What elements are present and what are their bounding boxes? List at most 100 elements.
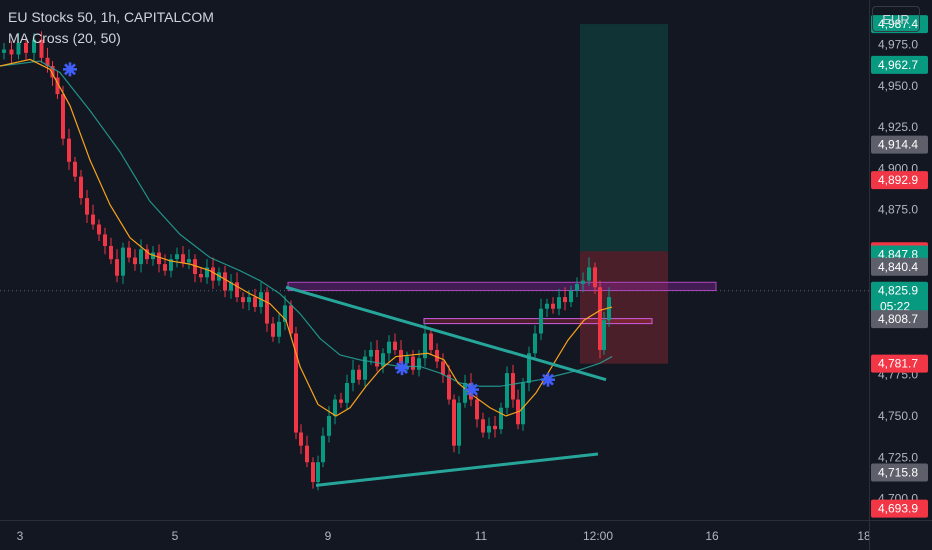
- ma-cross-marker: [395, 361, 409, 376]
- x-tick-label: 9: [325, 529, 332, 543]
- candle-body: [463, 382, 467, 403]
- price-label-badge: [871, 499, 928, 518]
- candle-body: [175, 254, 179, 260]
- candle-body: [79, 176, 83, 199]
- candle-body: [24, 42, 28, 53]
- x-tick-label: 5: [172, 529, 179, 543]
- candle-body: [32, 39, 36, 53]
- candle-body: [103, 234, 107, 246]
- candle-body: [205, 267, 209, 278]
- candle-body: [277, 321, 281, 337]
- y-tick-label: 4,950.0: [878, 79, 918, 93]
- price-label-badge: [871, 171, 928, 190]
- candle-body: [169, 259, 173, 271]
- candle-body: [163, 264, 167, 271]
- ma-slow-line: [0, 60, 613, 387]
- candle-body: [447, 374, 451, 400]
- candle-body: [16, 42, 21, 55]
- candle-body: [417, 358, 421, 370]
- candle-body: [151, 252, 155, 260]
- y-tick-label: 4,750.0: [878, 409, 918, 423]
- candle-body: [593, 267, 597, 288]
- y-tick-label: 4,925.0: [878, 120, 918, 134]
- candle-body: [602, 320, 606, 350]
- candle-body: [55, 77, 60, 95]
- candle-body: [339, 399, 343, 403]
- candle-body: [551, 303, 555, 309]
- ma-cross-marker: [63, 62, 77, 77]
- candle-body: [475, 399, 479, 420]
- ma-cross-marker-stroke: [542, 373, 554, 386]
- price-label: 4,892.9: [878, 173, 918, 187]
- candle-body: [271, 323, 275, 337]
- price-label-badge: [871, 463, 928, 482]
- price-label: 4,914.4: [878, 138, 918, 152]
- candle-body: [265, 292, 269, 324]
- candle-body: [50, 66, 55, 78]
- candle-body: [333, 399, 337, 416]
- candle-body: [423, 333, 427, 359]
- candle-body: [581, 280, 585, 284]
- candle-body: [345, 382, 349, 403]
- y-tick-label: 4,975.0: [878, 38, 918, 52]
- candle-body: [253, 297, 257, 308]
- candle-body: [247, 297, 251, 303]
- price-axis-divider: [869, 0, 870, 550]
- candle-body: [299, 432, 303, 446]
- candle-body: [235, 282, 239, 298]
- candle-body: [539, 308, 543, 334]
- trendline-1: [315, 452, 599, 487]
- price-label-badge: [871, 55, 928, 74]
- candle-body: [369, 349, 373, 357]
- candle-body: [411, 356, 415, 370]
- price-label-badge: [871, 310, 928, 329]
- candle-body: [321, 435, 325, 463]
- candle-body: [97, 224, 101, 235]
- candle-body: [607, 297, 611, 321]
- candle-body: [557, 297, 561, 309]
- indicator-legend[interactable]: MA Cross (20, 50): [8, 30, 121, 46]
- trendline-0: [285, 285, 607, 382]
- candle-body: [381, 353, 385, 367]
- candle-body: [441, 361, 445, 375]
- candle-body: [73, 161, 77, 177]
- candle-body: [527, 353, 531, 383]
- candle-body: [393, 341, 397, 350]
- candle-body: [133, 257, 137, 265]
- candle-body: [241, 297, 245, 303]
- candle-body: [2, 49, 6, 53]
- candle-body: [505, 373, 509, 408]
- price-label-badge: [871, 257, 928, 276]
- ma-cross-marker-stroke: [64, 63, 76, 76]
- candle-body: [533, 333, 537, 354]
- time-axis-divider: [0, 520, 932, 521]
- x-tick-label: 3: [17, 529, 24, 543]
- price-label-badge: [871, 135, 928, 154]
- zone-rect-1: [423, 318, 653, 325]
- candle-body: [45, 57, 50, 67]
- price-label: 4,825.9: [878, 284, 918, 298]
- candle-body: [569, 290, 573, 303]
- candle-body: [91, 214, 95, 225]
- candle-body: [429, 333, 433, 350]
- candle-body: [511, 373, 515, 400]
- candle-body: [283, 305, 287, 322]
- ma-cross-marker: [465, 382, 479, 397]
- x-tick-label: 11: [475, 529, 488, 543]
- candle-body: [121, 247, 125, 276]
- candle-body: [435, 349, 439, 362]
- candle-body: [127, 247, 131, 258]
- ma-fast-line: [0, 58, 613, 417]
- y-tick-label: 4,725.0: [878, 450, 918, 464]
- price-label: 4,781.7: [878, 357, 918, 371]
- candle-body: [598, 287, 602, 350]
- candle-body: [289, 305, 293, 334]
- candle-body: [139, 249, 143, 265]
- candle-body: [39, 39, 44, 58]
- candle-body: [493, 425, 497, 430]
- candle-body: [351, 369, 355, 383]
- candle-body: [67, 138, 71, 162]
- symbol-title[interactable]: EU Stocks 50, 1h, CAPITALCOM: [8, 9, 214, 25]
- currency-button[interactable]: EUR: [872, 6, 920, 32]
